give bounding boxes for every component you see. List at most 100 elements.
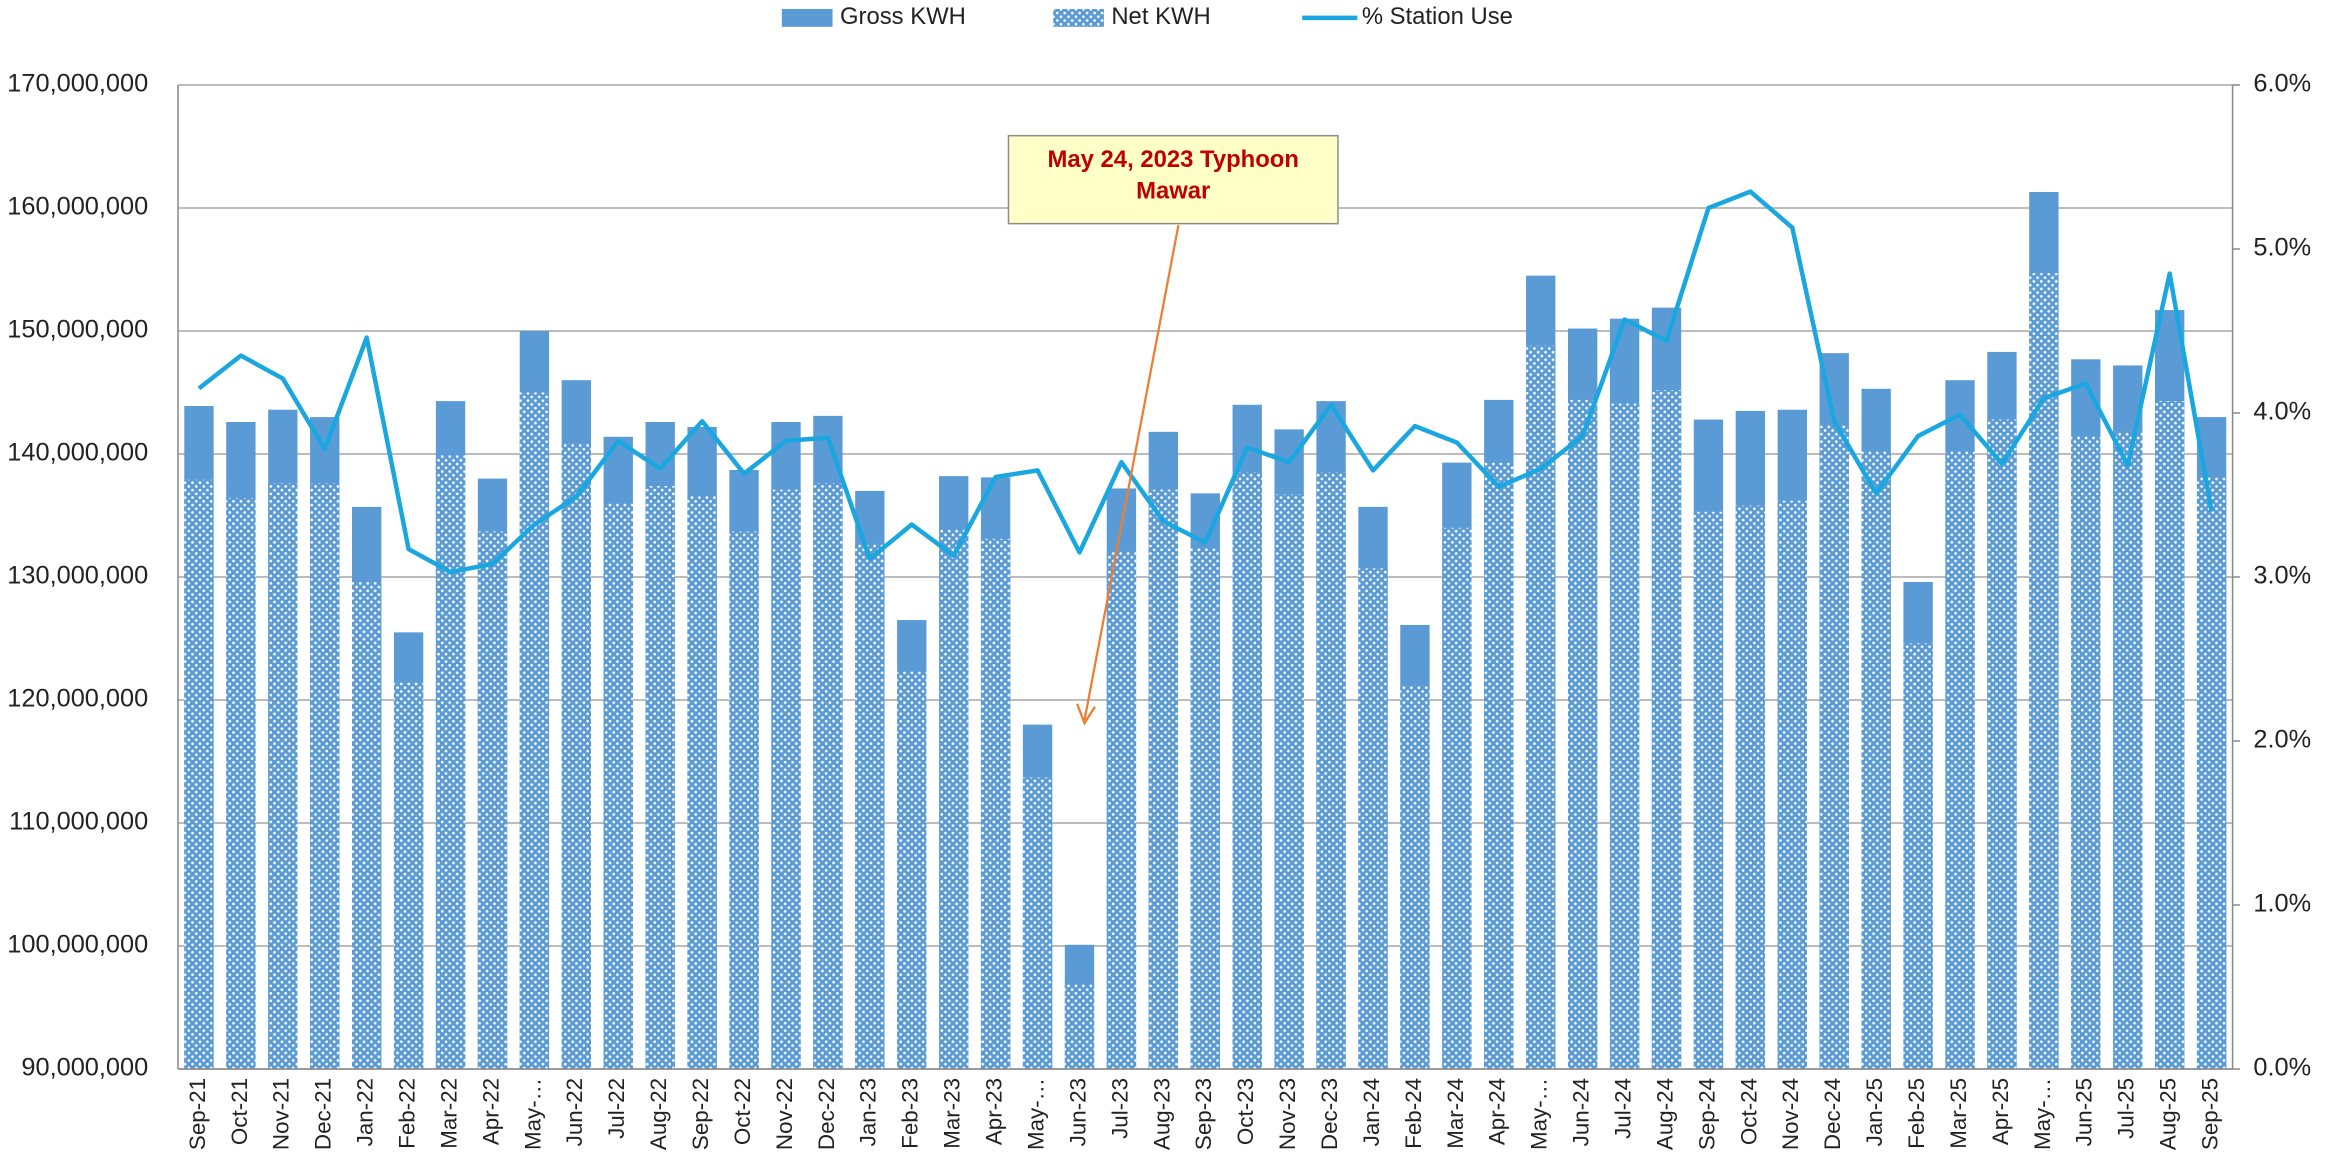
line	[197, 189, 2214, 575]
bar	[1358, 568, 1388, 1070]
bar	[1148, 489, 1179, 1070]
bar	[939, 529, 969, 1070]
x-tick-label: Jul-25	[2114, 1078, 2139, 1139]
bar	[1945, 451, 1975, 1070]
x-tick-label: Dec-22	[814, 1078, 839, 1150]
x-tick-label: May-…	[1527, 1078, 1552, 1150]
bar	[2113, 431, 2143, 1070]
x-tick-label: Feb-24	[1401, 1078, 1426, 1149]
x-tick-label: Sep-25	[2198, 1078, 2223, 1150]
x-tick-label: Jun-22	[562, 1078, 587, 1146]
x-tick-label: Feb-22	[395, 1078, 420, 1149]
y-tick-label: 100,000,000	[7, 931, 148, 959]
bar	[855, 543, 885, 1070]
y2-tick-label: 5.0%	[2253, 234, 2311, 262]
bar	[771, 489, 801, 1070]
bar	[687, 495, 717, 1070]
x-tick-label: Jul-23	[1107, 1078, 1132, 1139]
bar	[1819, 425, 1849, 1070]
bar	[1190, 547, 1220, 1070]
x-tick-label: May-…	[2030, 1078, 2055, 1150]
legend-label: Gross KWH	[840, 3, 966, 30]
x-tick-label: Jan-25	[1862, 1078, 1887, 1146]
x-tick-label: Apr-24	[1485, 1078, 1510, 1145]
bar	[561, 442, 592, 1070]
bar	[519, 392, 550, 1070]
bar	[1567, 399, 1598, 1070]
bar	[645, 485, 675, 1070]
x-tick-label: Mar-22	[436, 1078, 461, 1149]
y2-tick-label: 3.0%	[2253, 562, 2311, 590]
x-tick-label: Jul-24	[1610, 1078, 1635, 1139]
x-tick-label: Mar-24	[1443, 1078, 1468, 1149]
bar	[1484, 462, 1514, 1070]
x-tick-label: Mar-25	[1946, 1078, 1971, 1149]
bar	[226, 498, 256, 1070]
bar	[1316, 472, 1346, 1070]
y2-tick-label: 6.0%	[2253, 70, 2311, 98]
x-tick-label: Jan-22	[353, 1078, 378, 1146]
x-tick-label: Aug-24	[1652, 1078, 1677, 1150]
bar	[268, 483, 298, 1070]
bar	[1022, 777, 1053, 1070]
y2-tick-label: 0.0%	[2253, 1054, 2311, 1082]
x-tick-label: Oct-23	[1233, 1078, 1258, 1145]
bar	[1609, 403, 1640, 1070]
y-tick-label: 110,000,000	[9, 808, 148, 836]
bar	[1861, 451, 1891, 1070]
bar	[1651, 390, 1682, 1070]
x-tick-label: Feb-23	[898, 1078, 923, 1149]
annotation-arrowhead	[1076, 703, 1096, 726]
x-tick-label: Aug-22	[646, 1078, 671, 1150]
y2-tick-label: 1.0%	[2253, 890, 2311, 918]
x-tick-label: Dec-23	[1317, 1078, 1342, 1150]
bar	[184, 479, 214, 1070]
annotation: May 24, 2023 Typhoon Mawar	[1047, 147, 1299, 205]
bar	[435, 455, 466, 1070]
bar	[1777, 500, 1807, 1070]
bar	[1526, 345, 1556, 1070]
x-tick-label: Sep-24	[1694, 1078, 1719, 1150]
x-tick-label: Mar-23	[940, 1078, 965, 1149]
bar	[352, 581, 382, 1070]
bar	[1400, 685, 1430, 1070]
bar	[603, 503, 633, 1070]
legend-label: Net KWH	[1111, 3, 1210, 30]
bar	[1987, 419, 2017, 1070]
legend-label: % Station Use	[1362, 3, 1513, 30]
x-tick-label: Jun-24	[1569, 1078, 1594, 1146]
annotation-box	[1007, 134, 1339, 225]
y-tick-label: 140,000,000	[7, 439, 148, 467]
x-tick-label: May-…	[520, 1078, 545, 1150]
x-tick-label: Jun-23	[1065, 1078, 1090, 1146]
annotation-text: May 24, 2023 Typhoon Mawar	[1047, 147, 1299, 205]
x-tick-label: Oct-21	[227, 1078, 252, 1145]
bar	[1735, 505, 1766, 1070]
x-tick-label: Dec-24	[1820, 1078, 1845, 1150]
annotation-arrow	[1083, 224, 1180, 721]
bar	[897, 671, 927, 1070]
x-tick-label: Feb-25	[1904, 1078, 1929, 1149]
x-tick-label: Aug-23	[1149, 1078, 1174, 1150]
x-tick-label: Sep-22	[688, 1078, 713, 1150]
bar	[1106, 551, 1137, 1070]
bar	[1903, 643, 1933, 1070]
y2-tick-label: 2.0%	[2253, 726, 2311, 754]
x-tick-label: Jun-25	[2072, 1078, 2097, 1146]
y-tick-label: 170,000,000	[7, 70, 148, 98]
x-tick-label: Jan-23	[856, 1078, 881, 1146]
x-tick-label: Nov-23	[1275, 1078, 1300, 1150]
bar	[2196, 477, 2227, 1070]
bar	[813, 483, 843, 1070]
y-tick-label: 130,000,000	[7, 562, 148, 590]
bar	[1232, 472, 1262, 1070]
y-tick-label: 120,000,000	[7, 685, 148, 713]
x-tick-label: Jan-24	[1359, 1078, 1384, 1146]
x-tick-label: Aug-25	[2156, 1078, 2181, 1150]
bar	[1064, 984, 1095, 1070]
y-tick-label: 90,000,000	[21, 1054, 148, 1082]
x-tick-label: Oct-22	[730, 1078, 755, 1145]
bar	[1274, 494, 1304, 1070]
bar	[980, 538, 1011, 1070]
